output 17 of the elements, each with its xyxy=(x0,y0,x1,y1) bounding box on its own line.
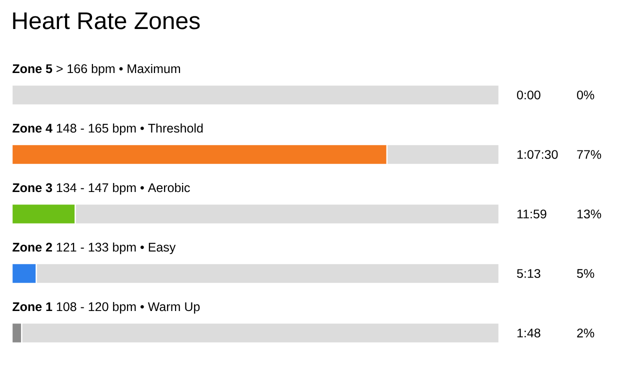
y-tick-label: Zone 5 > 166 bpm • Maximum xyxy=(12,64,180,76)
text: 2% xyxy=(577,328,594,338)
text: 5% xyxy=(577,269,594,278)
y-tick-label: Zone 2 121 - 133 bpm • Easy xyxy=(12,242,176,254)
y-tick-label: Zone 1 108 - 120 bpm • Warm Up xyxy=(12,302,200,314)
text: 13% xyxy=(577,210,602,218)
text: 11:59 xyxy=(517,210,546,218)
text: 1:07:30 xyxy=(517,150,558,159)
bar xyxy=(11,84,500,106)
y-tick-label: Zone 4 148 - 165 bpm • Threshold xyxy=(12,123,203,136)
text: 0:00 xyxy=(517,90,540,100)
chart-title: Heart Rate Zones xyxy=(13,12,200,30)
text: 5:13 xyxy=(517,269,540,278)
text: 77% xyxy=(577,150,602,159)
text: 1:48 xyxy=(517,328,540,338)
text: 0% xyxy=(577,90,594,100)
y-tick-label: Zone 3 134 - 147 bpm • Aerobic xyxy=(12,182,190,195)
